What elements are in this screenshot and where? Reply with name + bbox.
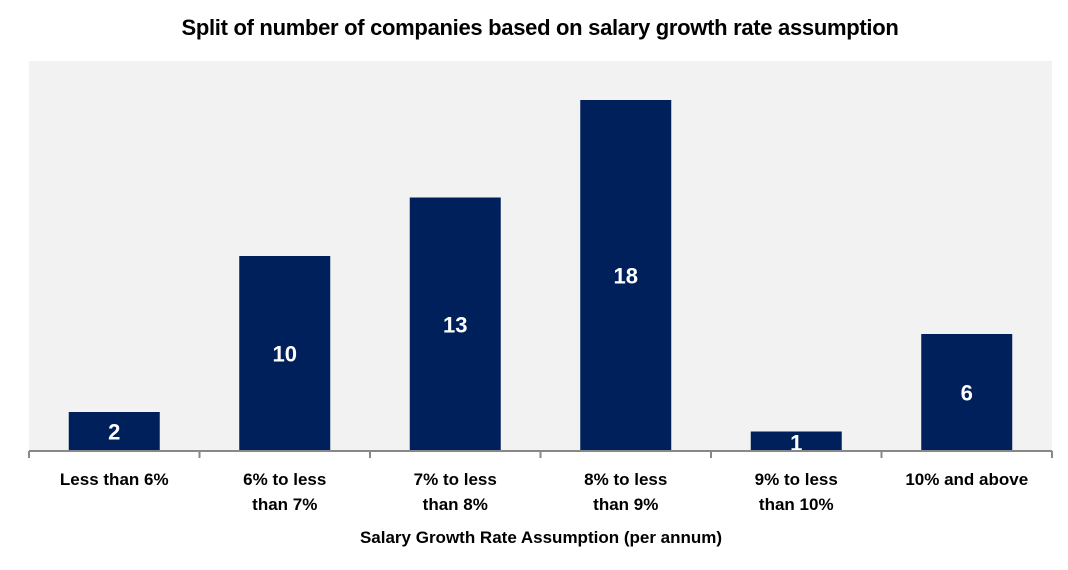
bar — [409, 197, 501, 451]
bar — [750, 431, 842, 451]
x-tick-label: than 9% — [593, 495, 658, 514]
data-label: 1 — [790, 430, 802, 455]
bar — [580, 100, 672, 451]
data-label: 18 — [614, 264, 638, 289]
x-axis-title: Salary Growth Rate Assumption (per annum… — [359, 528, 723, 547]
x-tick-label: than 7% — [252, 495, 317, 514]
data-label: 13 — [443, 312, 467, 337]
x-tick-label: 10% and above — [905, 470, 1028, 489]
data-label: 10 — [273, 342, 297, 367]
x-tick-label: 7% to less — [414, 470, 497, 489]
x-tick-label: 8% to less — [584, 470, 667, 489]
x-tick-label: than 8% — [423, 495, 488, 514]
plot-area — [29, 61, 1052, 451]
x-tick-label: 6% to less — [243, 470, 326, 489]
x-tick-label: 9% to less — [755, 470, 838, 489]
bar — [921, 334, 1013, 451]
bar — [68, 412, 160, 451]
data-label: 2 — [108, 420, 120, 445]
x-tick-label: Less than 6% — [60, 470, 169, 489]
x-tick-label: than 10% — [759, 495, 834, 514]
chart-title: Split of number of companies based on sa… — [181, 15, 899, 40]
bar — [239, 256, 331, 451]
data-label: 6 — [961, 381, 973, 406]
